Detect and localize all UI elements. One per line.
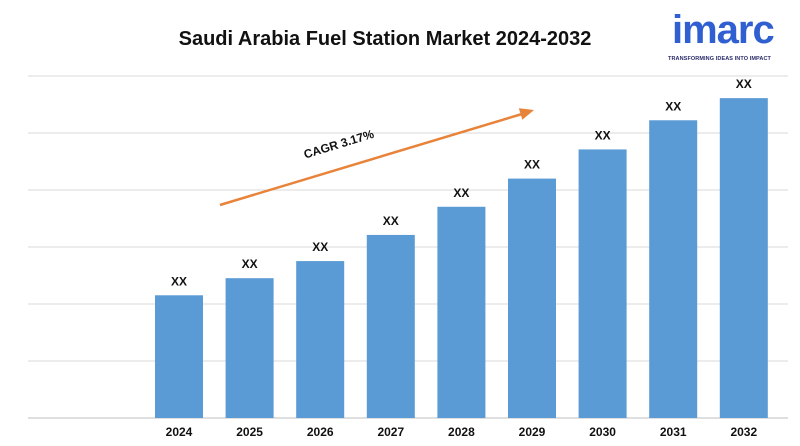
x-tick-2026: 2026 [307,425,334,439]
data-label-2025: XX [242,257,258,271]
data-label-2024: XX [171,274,187,288]
bar-2024 [155,295,203,418]
x-tick-2028: 2028 [448,425,475,439]
x-axis-tick-labels: 2024 2025 2026 2027 2028 2029 2030 2031 2032 [166,425,758,439]
data-label-2028: XX [453,186,469,200]
x-tick-2027: 2027 [377,425,404,439]
bar-2032 [719,98,768,419]
bar-2026 [296,261,345,418]
data-label-2031: XX [665,99,681,113]
x-tick-2030: 2030 [589,425,616,439]
data-label-2029: XX [524,158,540,172]
data-label-2030: XX [595,128,611,142]
data-label-2027: XX [383,214,399,228]
bar-2031 [649,120,698,419]
logo-tagline: TRANSFORMING IDEAS INTO IMPACT [668,56,772,62]
x-tick-2024: 2024 [166,425,193,439]
x-tick-2025: 2025 [236,425,263,439]
bar-2029 [508,178,556,418]
data-label-2026: XX [312,240,328,254]
x-tick-2029: 2029 [519,425,546,439]
imarc-logo: imarc TRANSFORMING IDEAS INTO IMPACT [668,6,792,66]
x-tick-2031: 2031 [660,425,687,439]
cagr-label: CAGR 3.17% [302,127,376,162]
data-labels: XX XX XX XX XX XX XX XX XX [171,77,752,288]
bar-2025 [225,278,274,418]
chart-title: Saudi Arabia Fuel Station Market 2024-20… [178,28,592,50]
data-label-2032: XX [736,77,752,91]
cagr-arrow [219,112,523,207]
bar-2027 [366,234,415,418]
bar-2028 [437,206,486,418]
logo-wordmark: imarc [672,8,775,52]
bar-2030 [578,149,627,418]
cagr-arrow-head-icon [518,108,534,120]
bars [155,98,768,419]
x-tick-2032: 2032 [730,425,757,439]
